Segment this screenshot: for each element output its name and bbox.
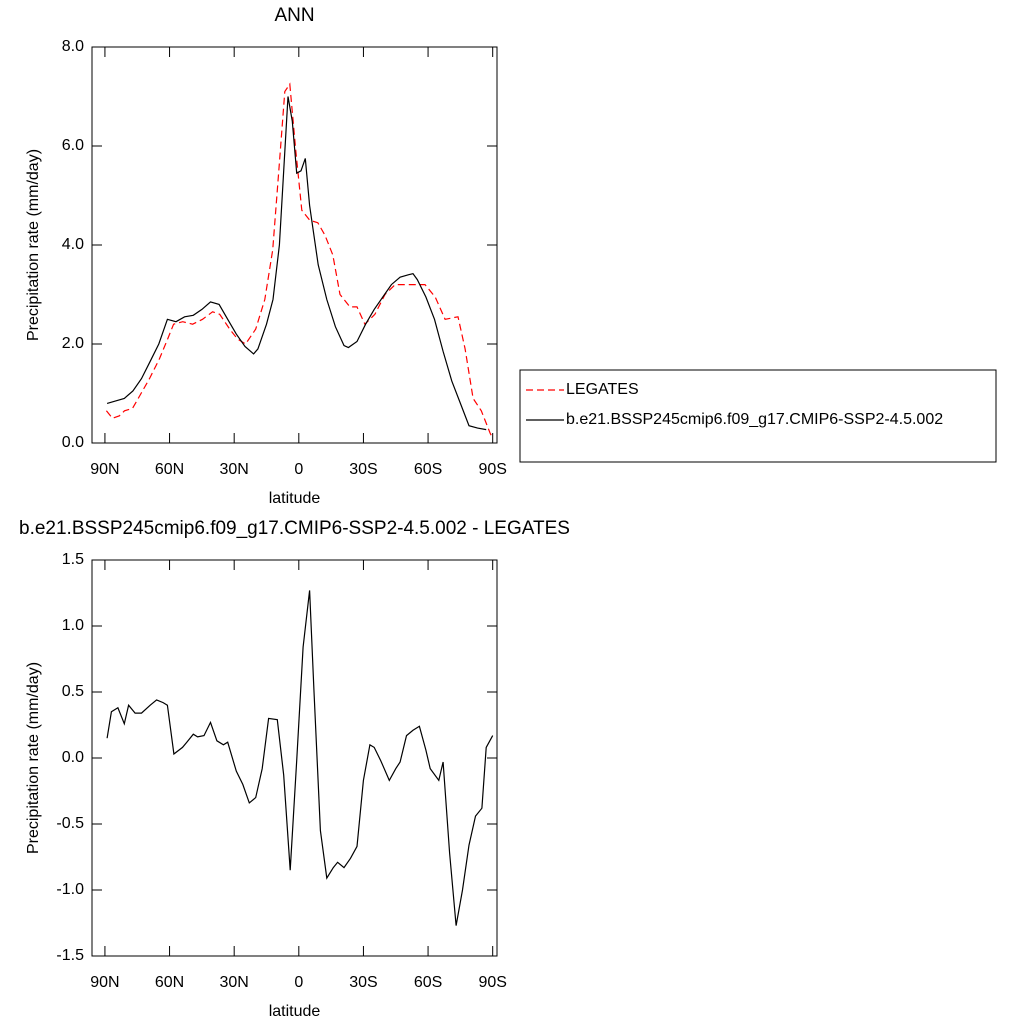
chart-title: ANN xyxy=(274,5,314,26)
y-axis-label: Precipitation rate (mm/day) xyxy=(25,149,42,341)
plot-frame xyxy=(91,46,498,444)
x-axis-label: latitude xyxy=(269,1003,321,1020)
series-line xyxy=(106,96,487,431)
y-tick-label: 4.0 xyxy=(62,236,84,253)
x-tick-label: 60N xyxy=(155,974,184,991)
x-tick-label: 0 xyxy=(294,974,303,991)
x-tick-label: 90N xyxy=(90,974,119,991)
x-tick-label: 30S xyxy=(349,974,377,991)
y-tick-label: 8.0 xyxy=(62,38,84,55)
y-tick-label: -1.5 xyxy=(56,947,84,964)
series-line xyxy=(105,82,494,439)
y-tick-label: 2.0 xyxy=(62,335,84,352)
y-axis-label: Precipitation rate (mm/day) xyxy=(25,662,42,854)
legend-label: LEGATES xyxy=(566,381,639,398)
x-tick-label: 90N xyxy=(90,461,119,478)
y-tick-label: 1.0 xyxy=(62,617,84,634)
x-tick-label: 60S xyxy=(414,974,442,991)
x-tick-label: 60S xyxy=(414,461,442,478)
x-tick-label: 90S xyxy=(478,974,506,991)
x-tick-label: 30N xyxy=(220,974,249,991)
y-tick-label: 6.0 xyxy=(62,137,84,154)
x-tick-label: 0 xyxy=(294,461,303,478)
y-tick-label: -1.0 xyxy=(56,881,84,898)
x-axis-label: latitude xyxy=(269,490,321,507)
chart-title: b.e21.BSSP245cmip6.f09_g17.CMIP6-SSP2-4.… xyxy=(19,518,570,539)
legend-label: b.e21.BSSP245cmip6.f09_g17.CMIP6-SSP2-4.… xyxy=(566,411,943,428)
x-tick-label: 30N xyxy=(220,461,249,478)
y-tick-label: 0.0 xyxy=(62,749,84,766)
x-tick-label: 30S xyxy=(349,461,377,478)
y-tick-label: 1.5 xyxy=(62,551,84,568)
y-tick-label: -0.5 xyxy=(56,815,84,832)
x-tick-label: 90S xyxy=(478,461,506,478)
legend-box xyxy=(519,369,997,463)
plot-frame xyxy=(91,559,498,957)
x-tick-label: 60N xyxy=(155,461,184,478)
y-tick-label: 0.5 xyxy=(62,683,84,700)
y-tick-label: 0.0 xyxy=(62,434,84,451)
series-line xyxy=(106,590,494,926)
